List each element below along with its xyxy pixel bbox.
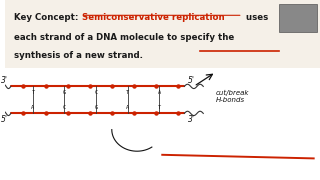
Text: C: C (63, 105, 66, 110)
Text: C: C (94, 90, 98, 95)
Text: T: T (157, 105, 161, 110)
Text: 3': 3' (188, 115, 195, 124)
Text: G: G (63, 90, 66, 95)
Text: A: A (126, 105, 129, 110)
Text: 5': 5' (1, 115, 8, 124)
Text: synthesis of a new strand.: synthesis of a new strand. (14, 51, 143, 60)
FancyBboxPatch shape (279, 4, 317, 32)
Text: uses: uses (243, 13, 268, 22)
Text: each strand of a DNA molecule to specify the: each strand of a DNA molecule to specify… (14, 33, 234, 42)
Text: 5': 5' (188, 76, 195, 85)
Text: G: G (94, 105, 98, 110)
Text: A: A (157, 90, 161, 95)
Text: A: A (31, 105, 35, 110)
Text: Semiconservative replication: Semiconservative replication (82, 13, 224, 22)
Text: Key Concept:: Key Concept: (14, 13, 81, 22)
FancyBboxPatch shape (4, 0, 320, 68)
Text: cut/break
H-bonds: cut/break H-bonds (216, 90, 249, 103)
Text: T: T (126, 90, 129, 95)
Text: 3': 3' (1, 76, 8, 85)
Text: T: T (31, 90, 35, 95)
